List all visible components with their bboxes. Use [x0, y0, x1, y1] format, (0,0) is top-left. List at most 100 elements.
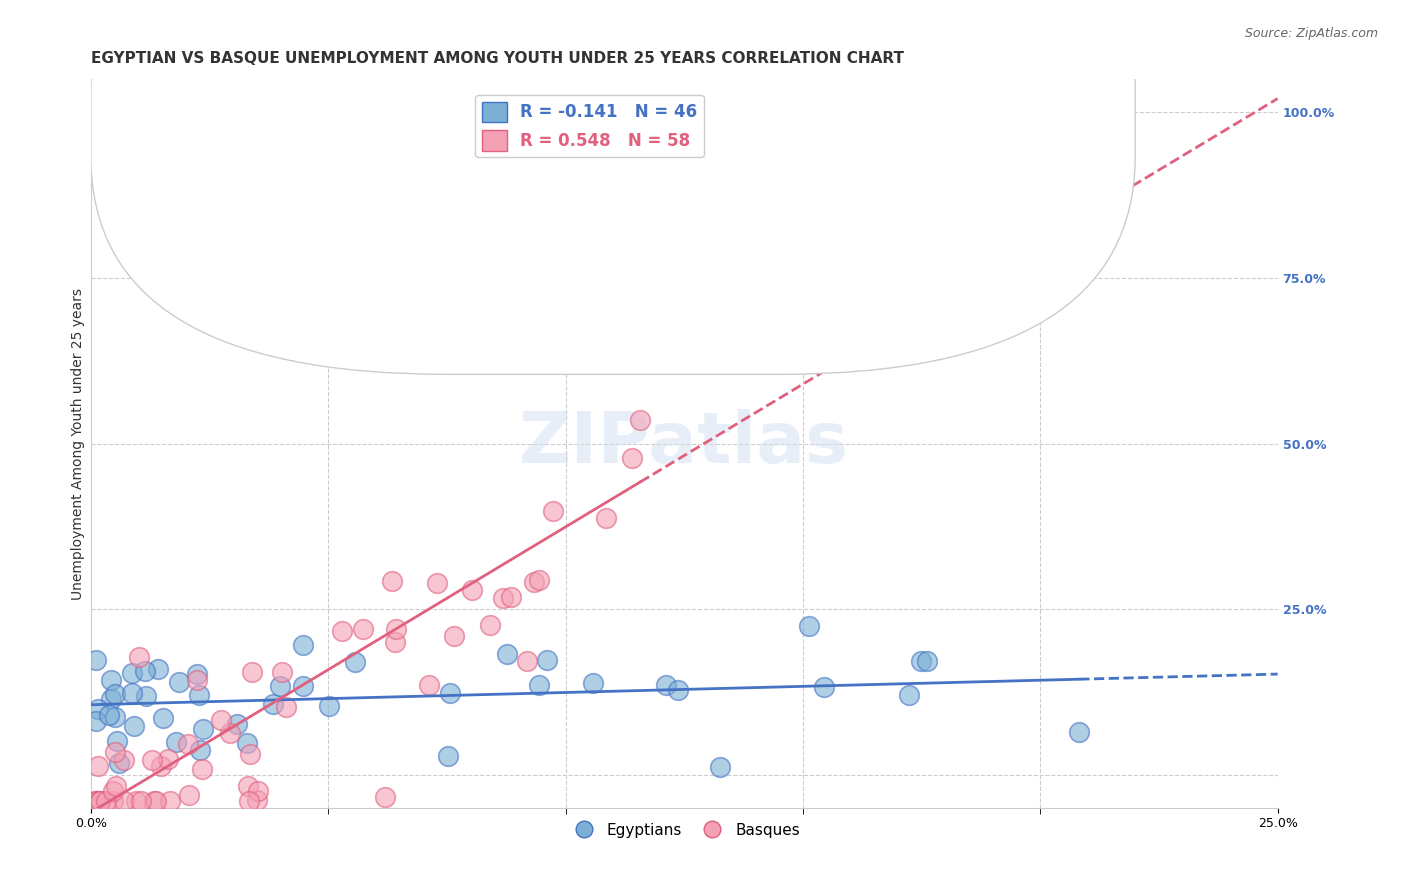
Egyptians [104, 687, 127, 701]
Basques [238, 794, 260, 808]
Basques [103, 745, 125, 759]
Egyptians [188, 688, 211, 702]
Egyptians [1069, 725, 1091, 739]
Egyptians [121, 686, 143, 700]
Egyptians [291, 679, 314, 693]
Basques [240, 665, 263, 679]
Basques [270, 665, 292, 679]
Basques [330, 624, 353, 639]
Basques [105, 779, 128, 793]
Basques [84, 794, 107, 808]
Egyptians [709, 760, 731, 774]
Basques [103, 794, 125, 808]
Basques [236, 779, 259, 793]
Basques [87, 759, 110, 773]
Basques [145, 794, 167, 808]
Basques [239, 747, 262, 762]
Basques [523, 575, 546, 590]
Egyptians [915, 654, 938, 668]
Basques [443, 629, 465, 643]
Legend: Egyptians, Basques: Egyptians, Basques [562, 816, 806, 844]
Basques [527, 573, 550, 587]
Egyptians [146, 662, 169, 676]
Basques [474, 109, 496, 123]
Y-axis label: Unemployment Among Youth under 25 years: Unemployment Among Youth under 25 years [72, 287, 86, 599]
Basques [499, 591, 522, 605]
Egyptians [666, 682, 689, 697]
Basques [543, 504, 565, 518]
Basques [177, 788, 200, 802]
Egyptians [188, 743, 211, 757]
Basques [84, 794, 107, 808]
Basques [143, 794, 166, 808]
Basques [89, 794, 111, 808]
Basques [516, 654, 538, 668]
Basques [274, 699, 297, 714]
Basques [461, 582, 484, 597]
Basques [150, 758, 173, 772]
FancyBboxPatch shape [91, 0, 1135, 375]
Egyptians [100, 692, 122, 706]
Basques [628, 413, 651, 427]
Basques [595, 511, 617, 525]
Basques [384, 635, 406, 649]
Egyptians [536, 653, 558, 667]
Basques [128, 650, 150, 665]
Egyptians [97, 708, 120, 723]
Basques [381, 574, 404, 588]
Basques [125, 794, 148, 808]
Egyptians [236, 736, 259, 750]
Basques [418, 678, 440, 692]
Egyptians [797, 619, 820, 633]
Egyptians [529, 678, 551, 692]
Egyptians [191, 722, 214, 736]
Egyptians [105, 734, 128, 748]
Basques [112, 754, 135, 768]
Basques [94, 794, 117, 808]
Egyptians [439, 685, 461, 699]
Text: ZIPatlas: ZIPatlas [519, 409, 849, 478]
Basques [103, 784, 125, 798]
Egyptians [87, 702, 110, 716]
Basques [245, 793, 267, 807]
Egyptians [655, 678, 678, 692]
Basques [156, 752, 179, 766]
Egyptians [269, 679, 291, 693]
Basques [159, 794, 181, 808]
Basques [112, 794, 135, 808]
Egyptians [291, 638, 314, 652]
Basques [374, 789, 396, 804]
Basques [190, 762, 212, 776]
Egyptians [167, 674, 190, 689]
Egyptians [495, 647, 517, 661]
Basques [385, 622, 408, 636]
Egyptians [437, 749, 460, 764]
Egyptians [121, 665, 143, 680]
Basques [89, 794, 111, 808]
Egyptians [100, 673, 122, 688]
Basques [84, 794, 107, 808]
Egyptians [108, 756, 131, 770]
Egyptians [166, 734, 188, 748]
Egyptians [104, 710, 127, 724]
Egyptians [582, 675, 605, 690]
Text: EGYPTIAN VS BASQUE UNEMPLOYMENT AMONG YOUTH UNDER 25 YEARS CORRELATION CHART: EGYPTIAN VS BASQUE UNEMPLOYMENT AMONG YO… [91, 51, 904, 66]
Egyptians [813, 680, 835, 694]
Basques [478, 617, 501, 632]
Egyptians [86, 653, 108, 667]
Egyptians [84, 714, 107, 728]
Basques [621, 450, 644, 465]
Basques [129, 794, 152, 808]
Egyptians [135, 690, 157, 704]
Egyptians [343, 655, 366, 669]
Basques [219, 726, 242, 740]
Egyptians [152, 711, 174, 725]
Egyptians [226, 716, 249, 731]
Basques [141, 753, 163, 767]
Egyptians [122, 719, 145, 733]
Basques [246, 784, 269, 798]
Basques [352, 622, 374, 636]
Basques [492, 591, 515, 606]
Basques [186, 673, 208, 688]
Egyptians [318, 699, 340, 714]
